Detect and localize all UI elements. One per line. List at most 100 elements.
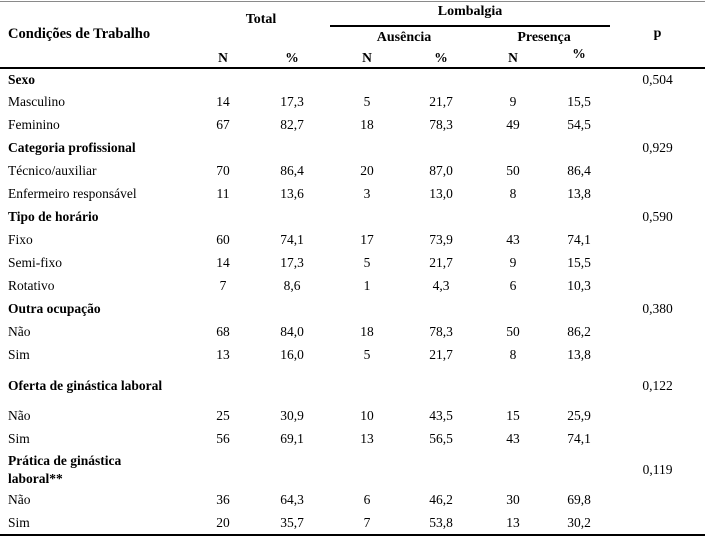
cell-total-n: 7 (219, 278, 227, 293)
cell-presenca-n: 8 (509, 186, 517, 201)
group-row-pratica-ginastica: Prática de ginástica laboral** 0,119 (0, 451, 705, 489)
cell-total-pct: 35,7 (280, 514, 304, 530)
cell-total-pct: 13,6 (280, 186, 304, 201)
cell-presenca-pct: 30,2 (567, 514, 591, 530)
cell-ausencia-pct: 56,5 (429, 431, 453, 446)
statistics-table: Condições de Trabalho Total Lombalgia p … (0, 1, 705, 536)
table-row: Masculino 14 17,3 5 21,7 9 15,5 (0, 91, 705, 114)
column-header-lombalgia: Lombalgia (330, 1, 611, 27)
cell-ausencia-n: 7 (363, 514, 371, 530)
table-row: Enfermeiro responsável 11 13,6 3 13,0 8 … (0, 183, 705, 206)
table-row: Não 25 30,9 10 43,5 15 25,9 (0, 405, 705, 428)
cell-presenca-n: 30 (506, 492, 520, 507)
cell-presenca-n: 43 (506, 431, 520, 446)
cell-presenca-pct: 86,2 (567, 324, 591, 339)
cell-ausencia-pct: 46,2 (429, 492, 453, 507)
cell-ausencia-n: 1 (363, 278, 371, 293)
group-label-text: Prática de ginástica laboral** (8, 452, 122, 486)
cell-presenca-pct: 13,8 (567, 186, 591, 201)
cell-ausencia-n: 20 (360, 163, 374, 178)
row-label: Masculino (8, 94, 65, 109)
cell-ausencia-n: 18 (360, 117, 374, 132)
table-row: Rotativo 7 8,6 1 4,3 6 10,3 (0, 275, 705, 298)
group-spacer (192, 68, 610, 91)
column-header-presenca: Presença (517, 30, 571, 45)
cell-total-n: 36 (216, 492, 230, 507)
cell-total-n: 56 (216, 431, 230, 446)
cell-p: 0,122 (642, 377, 673, 393)
table-row: Sim 56 69,1 13 56,5 43 74,1 (0, 428, 705, 451)
row-label: Não (8, 492, 31, 507)
row-label: Fixo (8, 232, 33, 247)
group-row-categoria-profissional: Categoria profissional 0,929 (0, 137, 705, 160)
group-label: Oferta de ginástica laboral (0, 367, 192, 405)
cell-p (610, 275, 705, 298)
cell-presenca-n: 43 (506, 232, 520, 247)
group-label-text: Oferta de ginástica laboral (8, 377, 163, 393)
column-header-total-pct: % (254, 49, 331, 69)
row-label: Sim (8, 347, 30, 362)
cell-p (610, 160, 705, 183)
cell-total-pct: 8,6 (283, 278, 301, 293)
table-row: Sim 20 35,7 7 53,8 13 30,2 (0, 512, 705, 535)
cell-presenca-n: 50 (506, 163, 520, 178)
cell-p (610, 321, 705, 344)
table-header: Condições de Trabalho Total Lombalgia p … (0, 1, 705, 69)
group-label: Sexo (8, 71, 35, 87)
cell-p (610, 91, 705, 114)
cell-presenca-n: 50 (506, 324, 520, 339)
cell-p (610, 405, 705, 428)
cell-presenca-pct: 13,8 (567, 347, 591, 362)
cell-ausencia-n: 13 (360, 431, 374, 446)
cell-total-pct: 16,0 (280, 347, 304, 362)
cell-p (610, 512, 705, 535)
row-label: Feminino (8, 117, 60, 132)
cell-ausencia-n: 5 (363, 94, 371, 109)
cell-p (610, 114, 705, 137)
cell-ausencia-pct: 78,3 (429, 117, 453, 132)
cell-ausencia-pct: 53,8 (429, 514, 453, 530)
cell-p: 0,504 (642, 71, 673, 87)
cell-p (610, 229, 705, 252)
cell-presenca-pct: 74,1 (567, 232, 591, 247)
table-row: Técnico/auxiliar 70 86,4 20 87,0 50 86,4 (0, 160, 705, 183)
group-spacer (192, 137, 610, 160)
cell-total-pct: 69,1 (280, 431, 304, 446)
cell-p (610, 252, 705, 275)
cell-total-pct: 84,0 (280, 324, 304, 339)
column-header-presenca-pct: % (548, 46, 611, 69)
row-label: Técnico/auxiliar (8, 163, 97, 178)
cell-total-pct: 64,3 (280, 492, 304, 507)
table-row: Não 36 64,3 6 46,2 30 69,8 (0, 489, 705, 512)
cell-p: 0,119 (642, 461, 673, 477)
cell-ausencia-n: 18 (360, 324, 374, 339)
table-row: Fixo 60 74,1 17 73,9 43 74,1 (0, 229, 705, 252)
group-spacer (192, 451, 610, 489)
cell-p: 0,929 (642, 140, 673, 155)
table-row: Feminino 67 82,7 18 78,3 49 54,5 (0, 114, 705, 137)
group-label: Categoria profissional (8, 140, 136, 155)
row-label: Não (8, 324, 31, 339)
group-row-outra-ocupacao: Outra ocupação 0,380 (0, 298, 705, 321)
cell-ausencia-pct: 21,7 (429, 94, 453, 109)
cell-presenca-n: 49 (506, 117, 520, 132)
cell-presenca-n: 15 (506, 408, 520, 423)
cell-ausencia-pct: 78,3 (429, 324, 453, 339)
cell-presenca-n: 9 (509, 255, 517, 270)
cell-total-pct: 82,7 (280, 117, 304, 132)
group-spacer (192, 206, 610, 229)
cell-ausencia-n: 5 (363, 347, 371, 362)
column-header-conditions: Condições de Trabalho (0, 1, 192, 69)
column-header-ausencia-n: N (330, 49, 405, 69)
cell-ausencia-n: 3 (363, 186, 371, 201)
row-label: Enfermeiro responsável (8, 186, 137, 201)
cell-ausencia-n: 10 (360, 408, 374, 423)
cell-presenca-pct: 54,5 (567, 117, 591, 132)
cell-ausencia-pct: 43,5 (429, 408, 453, 423)
cell-total-pct: 74,1 (280, 232, 304, 247)
cell-p (610, 344, 705, 367)
group-label: Prática de ginástica laboral** (0, 451, 192, 489)
cell-ausencia-n: 5 (363, 255, 371, 270)
cell-presenca-pct: 86,4 (567, 163, 591, 178)
